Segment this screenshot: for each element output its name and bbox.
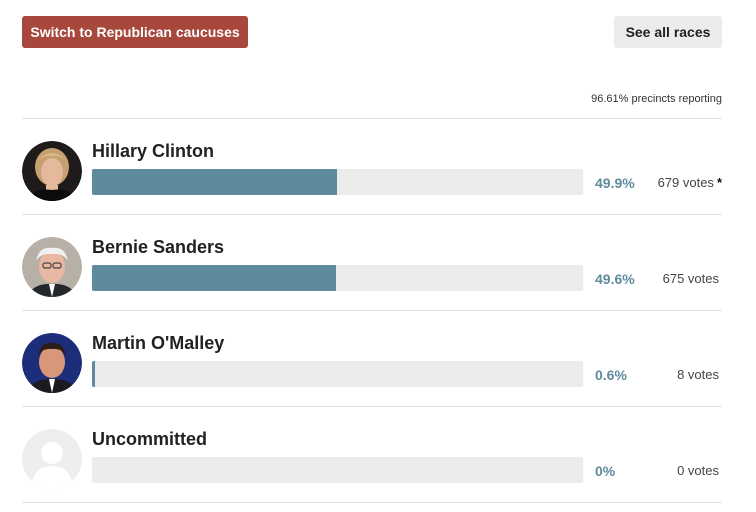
vote-bar-fill <box>92 169 337 195</box>
avatar <box>22 333 82 393</box>
divider <box>22 118 722 119</box>
vote-percentage: 49.6% <box>595 271 635 287</box>
vote-count-text: 679 votes <box>657 175 714 190</box>
vote-bar-fill <box>92 361 95 387</box>
vote-percentage: 0.6% <box>595 367 627 383</box>
vote-count-text: 675 votes <box>662 271 719 286</box>
vote-count: 0 votes <box>677 463 722 478</box>
vote-bar-track <box>92 169 583 195</box>
divider <box>22 406 722 407</box>
vote-percentage: 49.9% <box>595 175 635 191</box>
divider <box>22 502 722 503</box>
vote-count-text: 8 votes <box>677 367 719 382</box>
candidate-row-clinton: Hillary Clinton 49.9% 679 votes * <box>22 118 722 214</box>
vote-bar-track <box>92 361 583 387</box>
sanders-photo-icon <box>22 237 82 297</box>
see-all-races-button[interactable]: See all races <box>614 16 722 48</box>
vote-count: 8 votes <box>677 367 722 382</box>
divider <box>22 214 722 215</box>
winner-marker: * <box>716 175 722 190</box>
avatar <box>22 141 82 201</box>
placeholder-person-icon <box>22 429 82 489</box>
vote-count-text: 0 votes <box>677 463 719 478</box>
vote-count: 679 votes * <box>658 175 722 190</box>
clinton-photo-icon <box>22 141 82 201</box>
candidate-name: Uncommitted <box>92 429 208 449</box>
candidate-row-omalley: Martin O'Malley 0.6% 8 votes <box>22 310 722 406</box>
vote-bar-track <box>92 265 583 291</box>
candidate-row-uncommitted: Uncommitted 0% 0 votes <box>22 406 722 502</box>
avatar <box>22 237 82 297</box>
vote-percentage: 0% <box>595 463 616 479</box>
vote-count: 675 votes <box>663 271 722 286</box>
divider <box>22 310 722 311</box>
switch-to-republican-button[interactable]: Switch to Republican caucuses <box>22 16 248 48</box>
omalley-photo-icon <box>22 333 82 393</box>
avatar <box>22 429 82 489</box>
precincts-reporting: 96.61% precincts reporting <box>591 93 722 105</box>
candidate-row-sanders: Bernie Sanders 49.6% 675 votes <box>22 214 722 310</box>
candidate-name: Martin O'Malley <box>92 333 225 353</box>
candidate-name: Hillary Clinton <box>92 141 215 161</box>
vote-bar-fill <box>92 265 336 291</box>
vote-bar-track <box>92 457 583 483</box>
candidate-name: Bernie Sanders <box>92 237 225 257</box>
